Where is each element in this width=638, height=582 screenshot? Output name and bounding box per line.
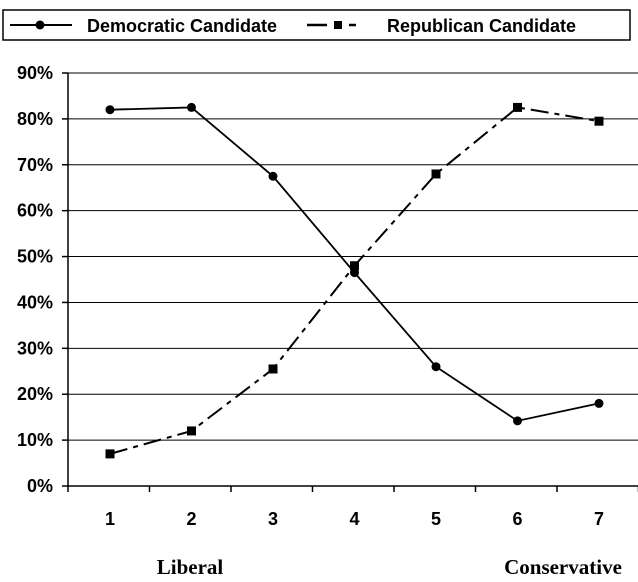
legend: Democratic Candidate Republican Candidat… bbox=[2, 9, 631, 41]
x-tick-label: 5 bbox=[431, 509, 441, 529]
republican-data-point bbox=[513, 102, 522, 112]
y-tick-label: 10% bbox=[17, 430, 53, 450]
y-tick-label: 20% bbox=[17, 384, 53, 404]
x-tick-label: 1 bbox=[105, 509, 115, 529]
legend-republican-label: Republican Candidate bbox=[387, 16, 576, 36]
y-tick-label: 80% bbox=[17, 109, 53, 129]
legend-republican-marker bbox=[334, 21, 342, 29]
y-tick-label: 70% bbox=[17, 155, 53, 175]
y-axis-ticks: 0% 10% 20% 30% 40% 50% 60% 70% 80% 90% bbox=[17, 63, 68, 496]
democratic-data-point bbox=[105, 105, 115, 115]
democratic-data-point bbox=[513, 416, 522, 426]
y-tick-label: 90% bbox=[17, 63, 53, 83]
conservative-label: Conservative bbox=[504, 555, 622, 579]
x-axis-ticks: 1 2 3 4 5 6 7 bbox=[67, 486, 638, 529]
republican-data-point bbox=[350, 261, 359, 271]
liberal-label: Liberal bbox=[157, 555, 224, 579]
republican-data-point bbox=[594, 116, 604, 126]
y-tick-label: 30% bbox=[17, 338, 53, 358]
democratic-data-point bbox=[350, 268, 359, 278]
democratic-data-point bbox=[187, 102, 196, 112]
legend-democratic-marker bbox=[35, 20, 45, 30]
x-tick-label: 3 bbox=[268, 509, 278, 529]
republican-data-point bbox=[105, 449, 115, 459]
democratic-data-point bbox=[431, 362, 441, 372]
y-tick-label: 50% bbox=[17, 247, 53, 267]
republican-data-point bbox=[187, 426, 196, 436]
plot-series bbox=[105, 102, 604, 459]
legend-democratic-label: Democratic Candidate bbox=[87, 16, 277, 36]
y-tick-label: 40% bbox=[17, 292, 53, 312]
gridlines bbox=[68, 72, 638, 441]
republican-data-point bbox=[268, 364, 278, 374]
x-tick-label: 2 bbox=[186, 509, 196, 529]
y-tick-label: 0% bbox=[27, 476, 53, 496]
x-tick-label: 6 bbox=[512, 509, 522, 529]
republican-series-line bbox=[109, 106, 600, 455]
democratic-data-point bbox=[268, 171, 278, 181]
democratic-data-point bbox=[594, 398, 604, 408]
x-tick-label: 7 bbox=[594, 509, 604, 529]
republican-data-point bbox=[431, 169, 441, 179]
y-tick-label: 60% bbox=[17, 201, 53, 221]
x-tick-label: 4 bbox=[349, 509, 359, 529]
